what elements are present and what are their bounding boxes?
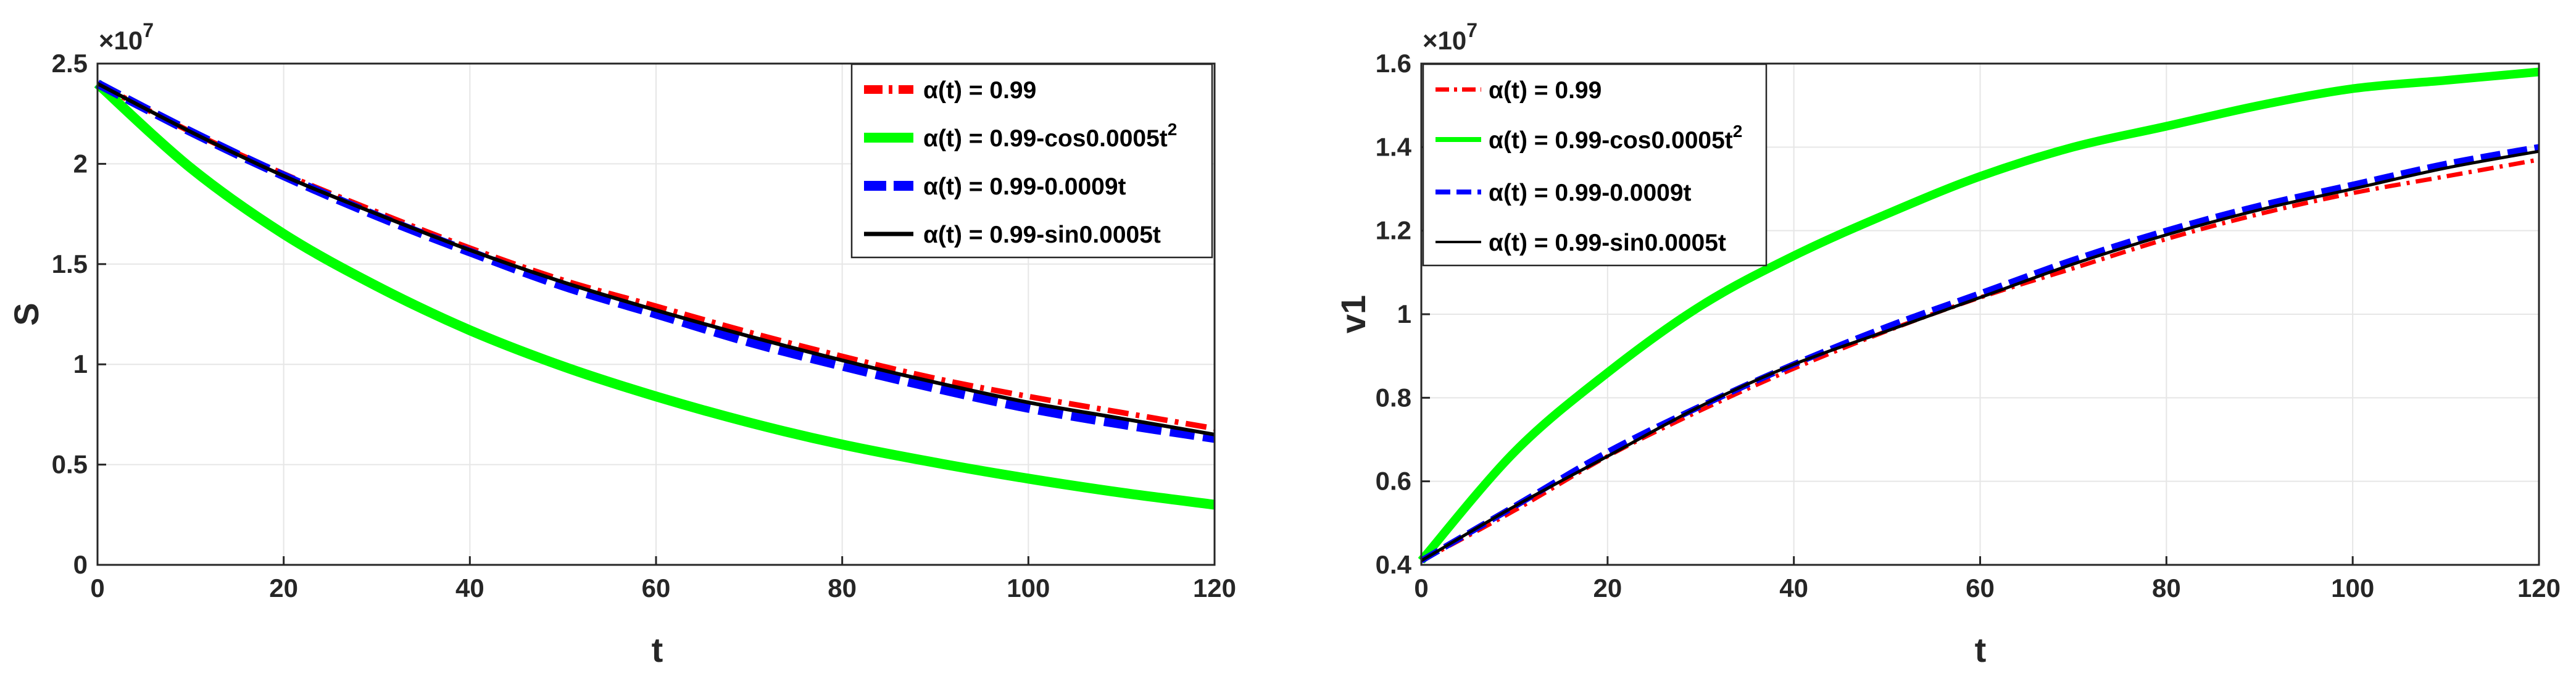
legend-box [1422, 63, 1768, 267]
ticks: 0 20 40 60 80 100 120 0.4 0.6 0.8 1 1.2 1.4 1.6 [1376, 49, 2561, 603]
legend-label: α(t) = 0.99-cos0.0005t2 [923, 120, 1177, 152]
chart-s: 0 20 40 60 80 100 120 0 0.5 1 1.5 2 2.5 ×107 t S α(t… [7, 19, 1236, 669]
x-tick-label: 40 [455, 573, 484, 603]
series-group [94, 80, 1216, 510]
x-axis-label: t [652, 630, 663, 669]
x-tick-label: 20 [269, 573, 298, 603]
series-line-1 [94, 80, 1216, 510]
legend-label: α(t) = 0.99 [1489, 77, 1602, 104]
legend-entry: α(t) = 0.99-cos0.0005t2 [864, 120, 1177, 152]
legend-label: α(t) = 0.99-sin0.0005t [923, 222, 1161, 248]
legend-entry: α(t) = 0.99-sin0.0005t [864, 222, 1161, 248]
legend: α(t) = 0.99 α(t) = 0.99-cos0.0005t2 α(t)… [1422, 63, 1768, 267]
y-tick-label: 1 [1397, 299, 1411, 328]
x-tick-label: 100 [2331, 573, 2374, 603]
y-tick-label: 0 [73, 550, 88, 579]
legend: α(t) = 0.99 α(t) = 0.99-cos0.0005t2 α(t)… [850, 63, 1213, 259]
y-tick-label: 1.4 [1376, 132, 1412, 161]
y-tick-label: 2.5 [52, 49, 88, 78]
y-tick-label: 0.4 [1376, 550, 1412, 579]
x-tick-label: 120 [1193, 573, 1236, 603]
series-line-3 [96, 81, 1215, 436]
y-tick-label: 1 [73, 349, 88, 378]
legend-entry: α(t) = 0.99-sin0.0005t [1435, 230, 1726, 256]
legend-label: α(t) = 0.99-sin0.0005t [1489, 230, 1726, 256]
legend-entry: α(t) = 0.99 [1435, 77, 1602, 104]
y-axis-label: S [7, 302, 46, 325]
series-line-2 [1419, 144, 2540, 564]
legend-box [850, 63, 1213, 259]
y-tick-label: 1.5 [52, 249, 88, 278]
legend-entry: α(t) = 0.99 [864, 77, 1036, 104]
legend-label: α(t) = 0.99-cos0.0005t2 [1489, 122, 1742, 154]
x-axis-label: t [1975, 630, 1987, 669]
legend-label: α(t) = 0.99 [923, 77, 1036, 104]
y-tick-label: 0.5 [52, 450, 88, 479]
x-tick-label: 120 [2517, 573, 2561, 603]
x-tick-label: 100 [1007, 573, 1050, 603]
y-tick-label: 0.6 [1376, 467, 1411, 496]
y-tick-label: 1.2 [1376, 216, 1411, 245]
legend-label: α(t) = 0.99-0.0009t [1489, 180, 1692, 206]
y-tick-label: 0.8 [1376, 383, 1411, 412]
y-tick-label: 2 [73, 149, 88, 178]
x-tick-label: 80 [828, 573, 857, 603]
x-tick-label: 60 [642, 573, 671, 603]
legend-entry: α(t) = 0.99-0.0009t [864, 173, 1126, 200]
y-axis-label: v1 [1334, 295, 1373, 333]
y-tick-label: 1.6 [1376, 49, 1411, 78]
x-tick-label: 60 [1966, 573, 1995, 603]
y-exponent-label: ×107 [1423, 19, 1477, 55]
legend-label: α(t) = 0.99-0.0009t [923, 173, 1126, 200]
x-tick-label: 0 [1414, 573, 1428, 603]
series-line-1 [1418, 67, 2540, 564]
x-tick-label: 0 [90, 573, 104, 603]
y-exponent-label: ×107 [99, 19, 154, 55]
legend-entry: α(t) = 0.99-cos0.0005t2 [1435, 122, 1742, 154]
ticks: 0 20 40 60 80 100 120 0 0.5 1 1.5 2 2.5 [52, 49, 1236, 603]
series-group [1418, 67, 2540, 564]
legend-entry: α(t) = 0.99-0.0009t [1435, 180, 1692, 206]
series-line-3 [1420, 149, 2540, 562]
x-tick-label: 80 [2152, 573, 2181, 603]
x-tick-label: 40 [1779, 573, 1808, 603]
x-tick-label: 20 [1593, 573, 1622, 603]
